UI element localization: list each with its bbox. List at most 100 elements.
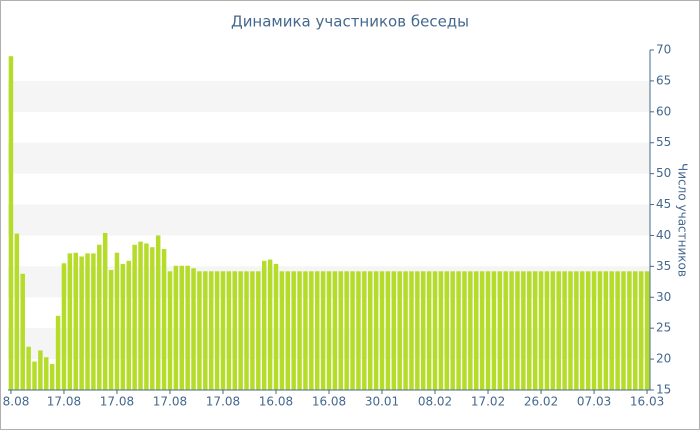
bar: [303, 271, 308, 390]
bar: [644, 271, 650, 390]
x-tick-label: 16.08: [259, 395, 293, 409]
bar: [20, 273, 25, 390]
bar: [332, 271, 338, 390]
bar: [220, 271, 226, 390]
bar: [609, 271, 614, 390]
bar: [521, 271, 526, 390]
bar: [438, 271, 444, 390]
bar: [273, 263, 279, 390]
bar: [232, 271, 237, 390]
bar: [633, 271, 638, 390]
x-tick-label: 26.02: [524, 395, 558, 409]
y-tick-label: 55: [656, 135, 671, 149]
x-tick-label: 16.03: [630, 395, 664, 409]
bar: [161, 249, 167, 390]
chart-title: Динамика участников беседы: [231, 13, 469, 31]
bar: [474, 271, 479, 390]
bar: [279, 271, 285, 390]
y-tick-label: 25: [656, 321, 671, 335]
x-tick-label: 17.08: [153, 395, 187, 409]
bar: [67, 253, 73, 390]
grid-band: [8, 80, 650, 112]
bar: [562, 271, 567, 390]
x-tick-label: 17.08: [206, 395, 240, 409]
bar: [150, 247, 155, 390]
bar: [208, 271, 214, 390]
y-tick-label: 70: [656, 43, 671, 57]
y-tick-label: 15: [656, 383, 671, 397]
bar: [338, 271, 344, 390]
bar: [173, 265, 179, 390]
bar: [214, 271, 220, 390]
bar: [73, 252, 78, 390]
bar: [114, 252, 120, 390]
bar: [585, 271, 591, 390]
bar: [397, 271, 402, 390]
bar: [385, 271, 391, 390]
bar: [627, 271, 632, 390]
y-tick-label: 60: [656, 104, 671, 118]
bar: [638, 271, 644, 390]
bar: [462, 271, 467, 390]
bar: [179, 265, 184, 390]
bar: [497, 271, 503, 390]
bar: [191, 268, 196, 390]
bar: [574, 271, 579, 390]
bar: [267, 259, 273, 390]
bar: [362, 271, 367, 390]
bar: [444, 271, 450, 390]
y-tick-label: 50: [656, 166, 671, 180]
y-tick-label: 30: [656, 290, 671, 304]
bar: [38, 350, 43, 390]
bar: [379, 271, 385, 390]
bar: [403, 271, 408, 390]
bar: [226, 271, 232, 390]
bar: [509, 271, 514, 390]
bar: [155, 235, 161, 390]
bar: [102, 232, 108, 390]
bar: [350, 271, 355, 390]
bar: [503, 271, 508, 390]
bar: [144, 243, 149, 390]
bar: [108, 270, 114, 390]
bar: [409, 271, 414, 390]
bar: [468, 271, 473, 390]
bar: [44, 357, 49, 390]
bar: [591, 271, 597, 390]
bar: [421, 271, 426, 390]
x-tick-label: 8.08: [3, 395, 30, 409]
bar: [456, 271, 461, 390]
x-tick-label: 07.03: [577, 395, 611, 409]
grid-band: [8, 204, 650, 236]
bar: [49, 364, 55, 390]
y-tick-label: 20: [656, 352, 671, 366]
bar: [373, 271, 379, 390]
y-tick-label: 40: [656, 228, 671, 242]
bar: [85, 253, 90, 390]
bar: [326, 271, 332, 390]
bar: [79, 256, 84, 390]
bar: [515, 271, 520, 390]
y-tick-label: 45: [656, 197, 671, 211]
bar: [485, 271, 491, 390]
bar: [615, 271, 620, 390]
bar: [26, 346, 31, 390]
bar: [550, 271, 556, 390]
bar: [132, 244, 137, 390]
bar: [14, 233, 20, 390]
bar: [556, 271, 561, 390]
bar: [603, 271, 609, 390]
bar: [367, 271, 373, 390]
bar: [544, 271, 550, 390]
grid-band: [8, 142, 650, 174]
bar: [432, 271, 438, 390]
bar: [244, 271, 249, 390]
bar: [532, 271, 538, 390]
bar: [285, 271, 291, 390]
bar: [450, 271, 455, 390]
bar: [138, 241, 143, 390]
bar: [580, 271, 585, 390]
bar: [8, 56, 14, 390]
bar: [356, 271, 361, 390]
